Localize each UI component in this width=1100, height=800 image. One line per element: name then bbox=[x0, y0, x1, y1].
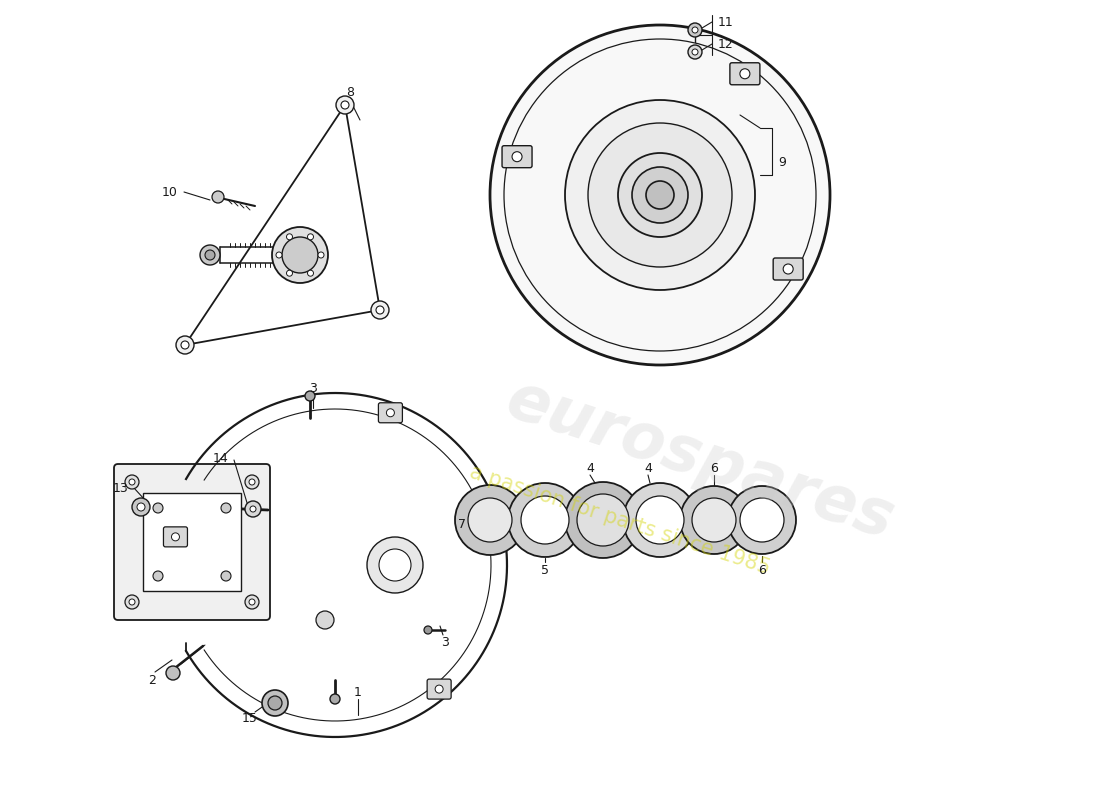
Circle shape bbox=[249, 479, 255, 485]
Circle shape bbox=[623, 483, 697, 557]
Circle shape bbox=[268, 696, 282, 710]
Text: 5: 5 bbox=[541, 563, 549, 577]
Text: 13: 13 bbox=[112, 482, 128, 494]
Circle shape bbox=[305, 391, 315, 401]
Circle shape bbox=[424, 626, 432, 634]
Circle shape bbox=[371, 301, 389, 319]
Text: 4: 4 bbox=[645, 462, 652, 474]
Circle shape bbox=[205, 250, 214, 260]
Circle shape bbox=[249, 599, 255, 605]
Circle shape bbox=[172, 533, 179, 541]
Circle shape bbox=[588, 123, 732, 267]
Text: 6: 6 bbox=[758, 563, 766, 577]
Circle shape bbox=[436, 685, 443, 693]
Circle shape bbox=[166, 666, 180, 680]
Text: 14: 14 bbox=[212, 451, 228, 465]
Circle shape bbox=[740, 69, 750, 78]
FancyBboxPatch shape bbox=[730, 62, 760, 85]
Circle shape bbox=[318, 252, 324, 258]
Circle shape bbox=[336, 96, 354, 114]
Circle shape bbox=[618, 153, 702, 237]
Text: 8: 8 bbox=[346, 86, 354, 98]
Circle shape bbox=[521, 496, 569, 544]
Circle shape bbox=[245, 475, 258, 489]
Circle shape bbox=[330, 694, 340, 704]
Circle shape bbox=[250, 506, 256, 512]
Circle shape bbox=[740, 498, 784, 542]
Circle shape bbox=[341, 101, 349, 109]
Circle shape bbox=[245, 501, 261, 517]
Circle shape bbox=[212, 191, 224, 203]
FancyBboxPatch shape bbox=[114, 464, 270, 620]
Text: 3: 3 bbox=[309, 382, 317, 394]
Circle shape bbox=[632, 167, 688, 223]
Circle shape bbox=[512, 152, 522, 162]
Circle shape bbox=[386, 409, 395, 417]
Text: a passion for parts since 1985: a passion for parts since 1985 bbox=[468, 462, 773, 578]
Circle shape bbox=[646, 181, 674, 209]
Circle shape bbox=[565, 482, 641, 558]
Text: 9: 9 bbox=[778, 155, 785, 169]
Circle shape bbox=[379, 549, 411, 581]
Circle shape bbox=[200, 245, 220, 265]
Circle shape bbox=[783, 264, 793, 274]
Text: 7: 7 bbox=[458, 518, 466, 531]
Circle shape bbox=[286, 270, 293, 276]
Circle shape bbox=[182, 341, 189, 349]
Text: 15: 15 bbox=[242, 711, 257, 725]
Text: 6: 6 bbox=[711, 462, 718, 474]
Text: 4: 4 bbox=[586, 462, 594, 474]
FancyBboxPatch shape bbox=[502, 146, 532, 168]
Circle shape bbox=[132, 498, 150, 516]
Text: 12: 12 bbox=[718, 38, 734, 50]
Circle shape bbox=[728, 486, 796, 554]
Circle shape bbox=[221, 503, 231, 513]
Circle shape bbox=[692, 49, 698, 55]
Circle shape bbox=[692, 27, 698, 33]
Circle shape bbox=[680, 486, 748, 554]
Circle shape bbox=[272, 227, 328, 283]
Circle shape bbox=[565, 100, 755, 290]
Circle shape bbox=[125, 475, 139, 489]
Circle shape bbox=[129, 479, 135, 485]
Text: 1: 1 bbox=[354, 686, 362, 698]
Circle shape bbox=[468, 498, 512, 542]
Circle shape bbox=[367, 537, 424, 593]
FancyBboxPatch shape bbox=[164, 527, 187, 547]
Circle shape bbox=[153, 503, 163, 513]
FancyBboxPatch shape bbox=[773, 258, 803, 280]
Circle shape bbox=[221, 571, 231, 581]
Circle shape bbox=[688, 23, 702, 37]
Circle shape bbox=[692, 498, 736, 542]
Circle shape bbox=[276, 252, 282, 258]
Circle shape bbox=[153, 571, 163, 581]
Circle shape bbox=[125, 595, 139, 609]
Circle shape bbox=[138, 503, 145, 511]
Circle shape bbox=[508, 483, 582, 557]
Circle shape bbox=[490, 25, 830, 365]
Circle shape bbox=[129, 599, 135, 605]
Circle shape bbox=[282, 237, 318, 273]
Circle shape bbox=[308, 234, 314, 240]
FancyBboxPatch shape bbox=[378, 402, 403, 422]
Text: 2: 2 bbox=[148, 674, 156, 686]
Bar bbox=[143, 493, 241, 591]
Circle shape bbox=[688, 45, 702, 59]
Circle shape bbox=[578, 494, 629, 546]
Circle shape bbox=[286, 234, 293, 240]
Circle shape bbox=[308, 270, 314, 276]
FancyBboxPatch shape bbox=[427, 679, 451, 699]
Text: eurospares: eurospares bbox=[498, 368, 902, 552]
Circle shape bbox=[262, 690, 288, 716]
Text: 11: 11 bbox=[718, 15, 734, 29]
Circle shape bbox=[245, 595, 258, 609]
Circle shape bbox=[176, 336, 194, 354]
Text: 3: 3 bbox=[441, 635, 449, 649]
Circle shape bbox=[636, 496, 684, 544]
Circle shape bbox=[376, 306, 384, 314]
Circle shape bbox=[316, 611, 334, 629]
Text: 10: 10 bbox=[162, 186, 178, 198]
Circle shape bbox=[455, 485, 525, 555]
